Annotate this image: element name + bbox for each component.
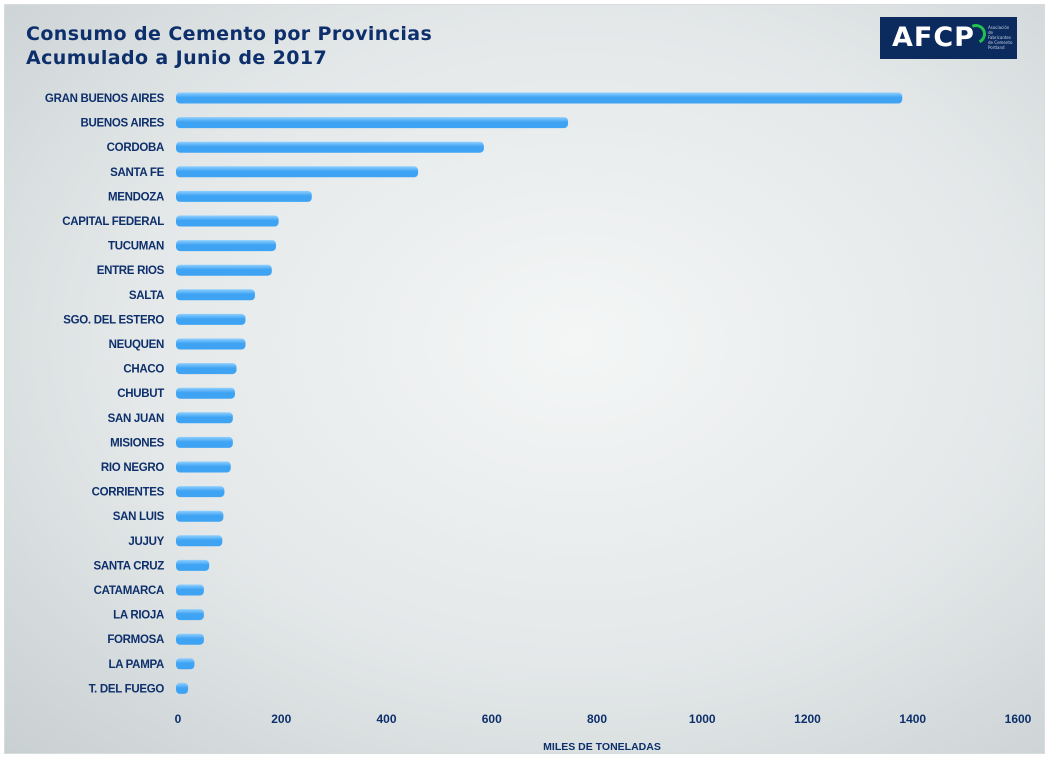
category-label: SGO. DEL ESTERO [63,314,164,326]
x-tick-label: 1600 [1005,712,1032,726]
category-label: SAN LUIS [113,511,165,523]
category-label: SAN JUAN [108,413,164,425]
x-axis-title: MILES DE TONELADAS [543,741,661,753]
x-tick-label: 1200 [794,712,821,726]
bar-san-luis [176,510,224,522]
x-tick-label: 1400 [899,712,926,726]
category-label: NEUQUEN [109,339,164,351]
category-label: BUENOS AIRES [80,118,164,130]
bar-la-rioja [176,609,204,621]
bar-la-pampa [176,658,195,670]
bar-neuquen [176,338,246,350]
bar-entre-rios [176,264,272,276]
category-label: LA RIOJA [113,610,164,622]
bar-buenos-aires [176,117,569,129]
category-label: JUJUY [128,536,164,548]
category-labels: GRAN BUENOS AIRES BUENOS AIRES CORDOBA SANT… [45,93,165,695]
category-label: SANTA FE [110,167,164,179]
x-tick-label: 400 [376,712,396,726]
bar-rio-negro [176,461,231,473]
bar-santa-cruz [176,559,210,571]
x-tick-label: 0 [175,712,182,726]
bar-capital-federal [176,215,279,227]
bar-san-juan [176,412,233,424]
x-axis-tick-labels: 0 200 400 600 800 1000 1200 1400 1600 [175,712,1032,726]
bar-t-del-fuego [176,682,189,694]
category-label: SANTA CRUZ [94,560,165,572]
category-label: CORRIENTES [92,487,165,499]
category-label: GRAN BUENOS AIRES [45,93,165,105]
category-label: RIO NEGRO [101,462,164,474]
category-label: CATAMARCA [94,585,164,597]
afcp-logo: AFCP Asociación de Fabricantes de Cement… [880,17,1017,59]
title-line-2: Acumulado a Junio de 2017 [26,47,328,69]
bar-corrientes [176,486,225,498]
category-label: ENTRE RIOS [97,265,165,277]
bar-sgo-del-estero [176,313,246,325]
bar-mendoza [176,190,312,202]
bar-misiones [176,436,233,448]
bar-jujuy [176,535,223,547]
category-label: CHACO [123,364,164,376]
bar-tucuman [176,240,276,252]
category-label: MENDOZA [108,191,164,203]
chart-panel [5,5,1044,753]
x-tick-label: 1000 [689,712,716,726]
category-label: CAPITAL FEDERAL [62,216,164,228]
category-label: CHUBUT [117,388,164,400]
bar-cordoba [176,141,484,153]
bar-chubut [176,387,235,399]
category-label: T. DEL FUEGO [89,683,165,695]
x-tick-label: 600 [482,712,502,726]
bar-santa-fe [176,166,419,178]
bar-salta [176,289,255,301]
category-label: FORMOSA [107,634,164,646]
bar-formosa [176,633,204,645]
title-line-1: Consumo de Cemento por Provincias [26,23,433,45]
category-label: SALTA [129,290,164,302]
bar-catamarca [176,584,204,596]
category-label: TUCUMAN [108,241,164,253]
category-label: LA PAMPA [108,659,164,671]
bar-gran-buenos-aires [176,92,903,104]
x-tick-label: 200 [271,712,291,726]
logo-mark: AFCP [892,22,975,53]
x-tick-label: 800 [587,712,607,726]
bars-group [176,92,903,694]
category-label: CORDOBA [107,142,164,154]
bar-chaco [176,363,237,375]
category-label: MISIONES [110,437,164,449]
chart-title: Consumo de Cemento por Provincias Acumul… [26,22,432,70]
logo-text: Asociación de Fabricantes de Cemento Por… [988,25,1013,50]
